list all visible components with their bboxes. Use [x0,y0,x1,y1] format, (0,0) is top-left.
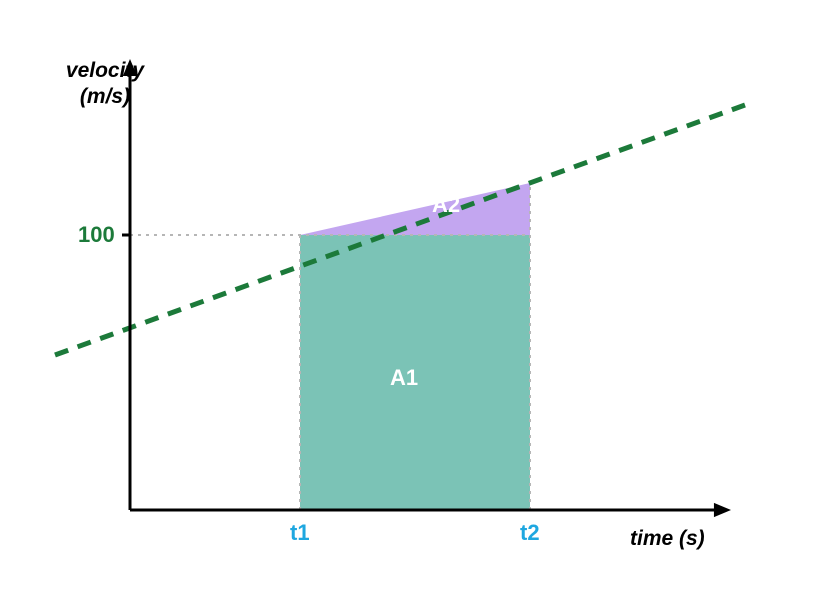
x-axis-arrow [714,503,731,517]
ytick-100: 100 [78,222,115,248]
xtick-t1: t1 [290,520,310,546]
x-axis-label: time (s) [630,527,705,551]
region-a2-label: A2 [432,192,460,218]
region-a2 [300,183,530,235]
xtick-t2: t2 [520,520,540,546]
y-axis-label: velocity (m/s) [45,58,165,111]
region-a1-label: A1 [390,365,418,391]
y-axis-label-line2: (m/s) [80,85,130,108]
y-axis-label-line1: velocity [66,59,144,82]
velocity-time-chart: velocity (m/s) time (s) 100 t1 t2 A1 A2 [0,0,820,596]
